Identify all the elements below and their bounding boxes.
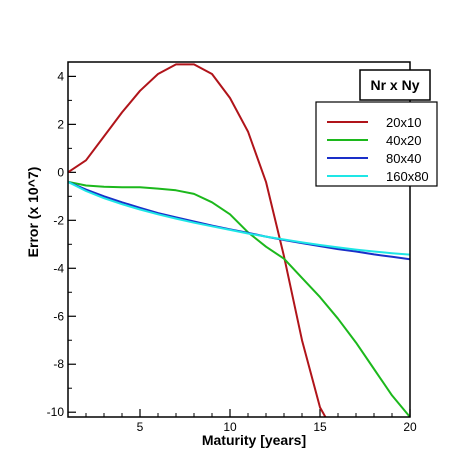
legend: Nr x Ny 20x10 40x20 80x40 160x80 — [315, 69, 438, 187]
legend-items: 20x10 40x20 80x40 160x80 — [327, 115, 429, 184]
y-tick-label: -6 — [53, 309, 64, 323]
x-tick-label: 5 — [137, 420, 144, 434]
x-tick-label: 10 — [223, 420, 237, 434]
y-tick-label: -2 — [53, 213, 64, 227]
legend-title-box — [359, 69, 431, 101]
x-tick-label: 20 — [403, 420, 417, 434]
legend-box — [315, 101, 438, 187]
legend-title: Nr x Ny — [370, 77, 419, 93]
y-axis-label: Error (x 10^7) — [25, 167, 41, 258]
series-line-80x40 — [68, 180, 410, 261]
legend-label-80x40: 80x40 — [386, 151, 421, 166]
y-tick-label: 2 — [57, 117, 64, 131]
legend-label-40x20: 40x20 — [386, 133, 421, 148]
legend-label-160x80: 160x80 — [386, 169, 429, 184]
y-tick-label: -4 — [53, 261, 64, 275]
plot-frame — [67, 61, 411, 418]
series-line-40x20 — [68, 180, 410, 417]
series-line-160x80 — [68, 180, 410, 256]
y-tick-label: -10 — [47, 405, 65, 419]
x-tick-label: 15 — [313, 420, 327, 434]
y-tick-label: 4 — [57, 69, 64, 83]
y-tick-label: 0 — [57, 165, 64, 179]
series-lines — [68, 63, 410, 417]
x-axis-label: Maturity [years] — [202, 432, 306, 448]
y-tick-label: -8 — [53, 357, 64, 371]
legend-label-20x10: 20x10 — [386, 115, 421, 130]
series-line-20x10 — [68, 63, 327, 417]
